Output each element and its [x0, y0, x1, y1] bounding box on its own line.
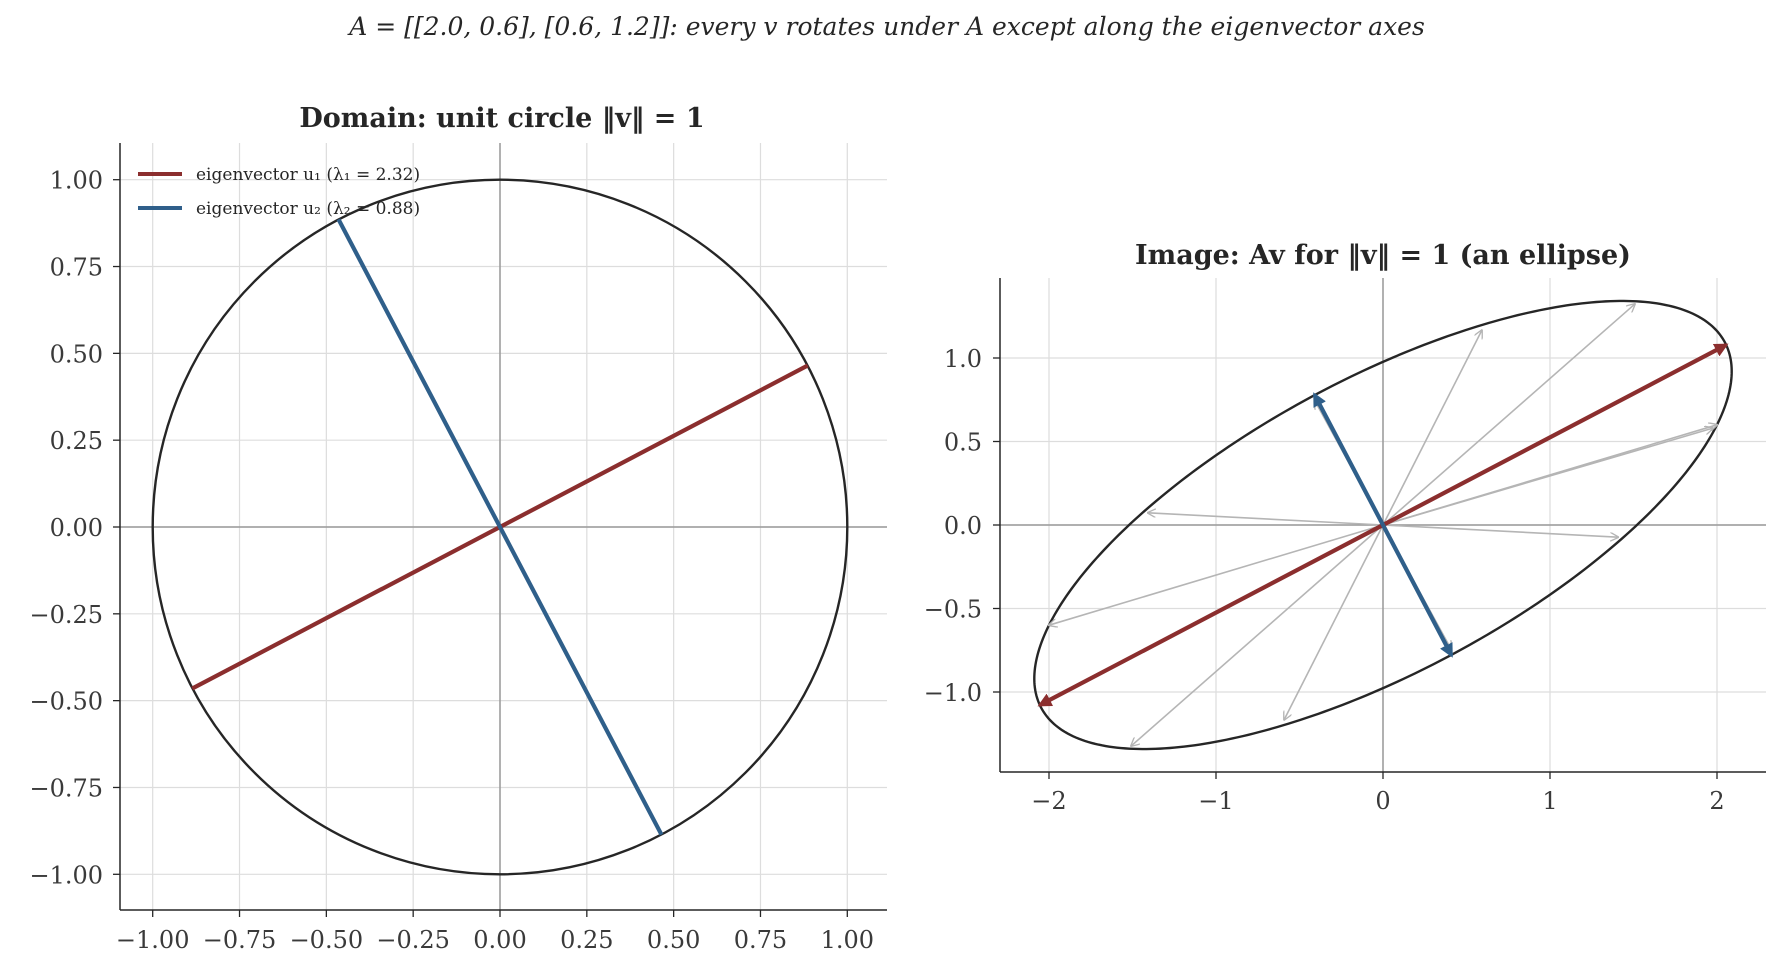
domain-panel-title: Domain: unit circle ‖v‖ = 1: [299, 103, 704, 134]
domain-panel: Domain: unit circle ‖v‖ = 1 −1.00 −0.75 −0…: [29, 103, 887, 954]
sample-image-arrow: [1284, 524, 1384, 720]
image-xtick-label: 1: [1542, 787, 1557, 815]
image-xtick-label: −2: [1031, 787, 1066, 815]
domain-ytick-label: 1.00: [50, 167, 103, 195]
sample-image-arrow: [1049, 524, 1384, 625]
image-ytick-label: 0.5: [944, 429, 982, 457]
domain-xtick-label: 0.25: [560, 926, 613, 954]
domain-xtick-label: 0.00: [473, 926, 526, 954]
domain-xtick-label: −1.00: [116, 926, 190, 954]
eigen-image-arrow-u2: [1381, 524, 1454, 658]
legend-label-u1: eigenvector u₁ (λ₁ = 2.32): [196, 165, 420, 185]
unit-circle: [151, 178, 849, 876]
image-ytick-label: −0.5: [924, 596, 982, 624]
domain-xtick-label: 1.00: [821, 926, 874, 954]
sample-image-arrow: [1148, 513, 1384, 526]
image-ytick-label: 0.0: [944, 512, 982, 540]
domain-xtick-label: −0.50: [290, 926, 364, 954]
image-plot-area: [1033, 299, 1733, 751]
sample-image-arrow: [1382, 428, 1713, 526]
image-tick-labels: −2 −1 0 1 2 1.0 0.5 0.0 −0.5 −1.0: [924, 345, 1725, 815]
domain-xtick-label: −0.75: [203, 926, 277, 954]
sample-image-arrow: [1382, 524, 1618, 537]
eigen-image-arrow-u1: [1037, 523, 1384, 707]
domain-ytick-label: 0.25: [50, 427, 103, 455]
image-ytick-label: 1.0: [944, 345, 982, 373]
domain-legend: eigenvector u₁ (λ₁ = 2.32) eigenvector u…: [138, 165, 420, 219]
legend-label-u2: eigenvector u₂ (λ₂ = 0.88): [196, 199, 420, 219]
domain-ytick-label: −0.50: [29, 688, 103, 716]
figure-suptitle: A = [[2.0, 0.6], [0.6, 1.2]]: every v ro…: [349, 12, 1425, 41]
image-panel-title: Image: Av for ‖v‖ = 1 (an ellipse): [1135, 240, 1631, 271]
eigen-image-arrow-u2: [1312, 392, 1385, 526]
domain-ytick-label: 0.75: [50, 254, 103, 282]
domain-ytick-label: −0.75: [29, 774, 103, 802]
image-xtick-label: −1: [1198, 787, 1233, 815]
domain-xtick-label: 0.50: [647, 926, 700, 954]
image-xtick-label: 2: [1709, 787, 1724, 815]
sample-image-arrow: [1382, 330, 1482, 526]
domain-ytick-label: 0.50: [50, 340, 103, 368]
domain-ytick-label: −1.00: [29, 861, 103, 889]
domain-tick-labels: −1.00 −0.75 −0.50 −0.25 0.00 0.25 0.50 0.75 1.00…: [29, 167, 874, 954]
image-ytick-label: −1.0: [924, 679, 982, 707]
eigen-image-arrow-u1: [1382, 343, 1729, 527]
sample-image-arrow: [1131, 524, 1384, 746]
image-panel: Image: Av for ‖v‖ = 1 (an ellipse) −2 −1 0…: [924, 240, 1766, 815]
eigenvector-u2-line: [336, 218, 664, 836]
domain-xtick-label: −0.25: [376, 926, 450, 954]
domain-ytick-label: −0.25: [29, 601, 103, 629]
domain-xtick-label: 0.75: [734, 926, 787, 954]
sample-image-arrow: [1382, 304, 1635, 526]
domain-ytick-label: 0.00: [50, 514, 103, 542]
domain-plot-area: [151, 178, 849, 876]
image-xtick-label: 0: [1375, 787, 1390, 815]
